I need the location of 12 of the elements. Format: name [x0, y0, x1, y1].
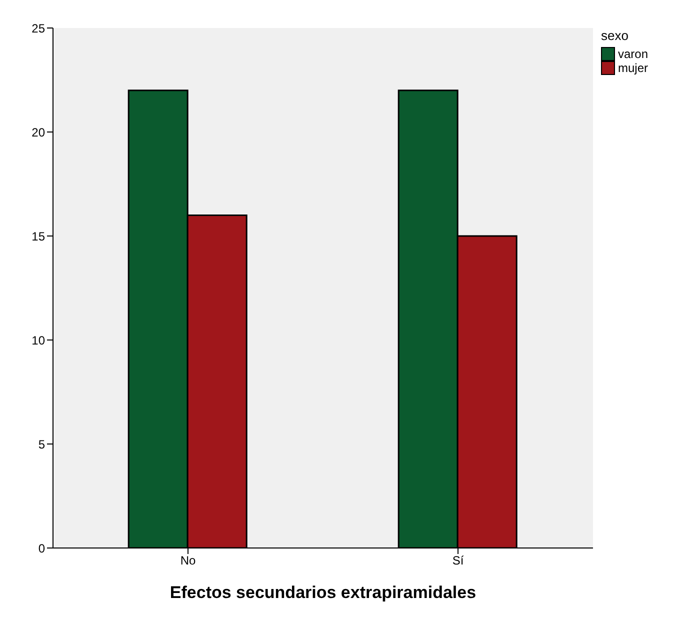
legend-title: sexo [601, 28, 630, 43]
x-tick-label: No [180, 554, 196, 568]
x-tick-label: Sí [452, 554, 464, 568]
y-tick-label: 0 [38, 541, 46, 556]
y-tick-label: 25 [32, 21, 46, 36]
y-tick-label: 5 [38, 437, 46, 452]
x-axis-title: Efectos secundarios extrapiramidales [170, 583, 476, 602]
y-tick-label: 10 [32, 333, 46, 348]
legend-label: varon [618, 47, 648, 61]
y-tick-label: 15 [32, 229, 46, 244]
y-tick-label: 20 [32, 125, 46, 140]
legend-label: mujer [618, 61, 648, 75]
